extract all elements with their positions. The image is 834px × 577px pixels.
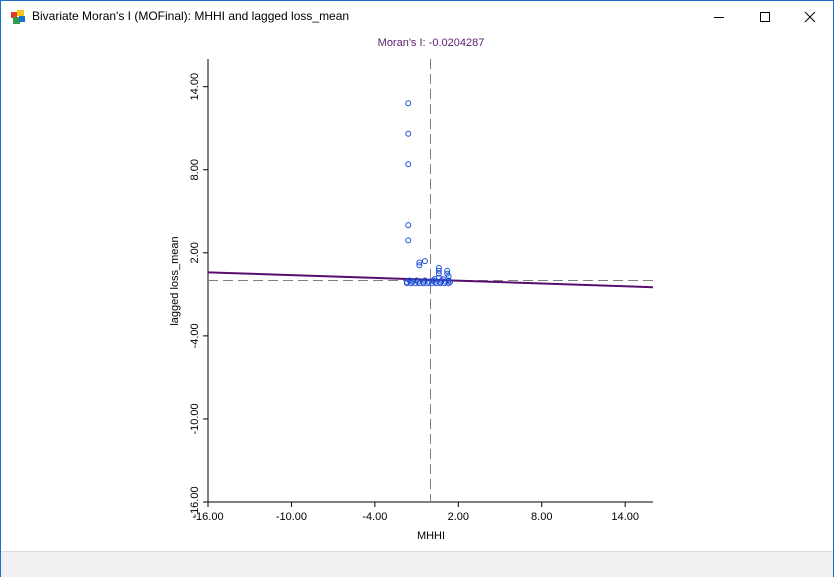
data-point[interactable] xyxy=(435,265,442,272)
minimize-button[interactable] xyxy=(696,1,742,32)
data-point[interactable] xyxy=(440,276,447,283)
y-tick-label: -4.00 xyxy=(189,323,201,348)
data-point[interactable] xyxy=(431,276,438,283)
data-point[interactable] xyxy=(405,161,412,168)
data-point[interactable] xyxy=(430,277,437,284)
morans-i-title: Moran's I: -0.0204287 xyxy=(378,37,485,49)
y-tick-label: 14.00 xyxy=(189,73,201,101)
data-point[interactable] xyxy=(406,277,413,284)
scatter-points[interactable] xyxy=(403,100,453,287)
data-point[interactable] xyxy=(413,277,420,284)
x-tick-label: -10.00 xyxy=(276,511,307,523)
window-title: Bivariate Moran's I (MOFinal): MHHI and … xyxy=(32,9,350,23)
data-point[interactable] xyxy=(445,273,452,280)
data-point[interactable] xyxy=(405,222,412,229)
y-axis-label: lagged loss_mean xyxy=(169,236,181,325)
data-point[interactable] xyxy=(435,270,442,277)
data-point[interactable] xyxy=(405,100,412,107)
data-point[interactable] xyxy=(431,278,438,285)
x-tick-label: 14.00 xyxy=(611,511,639,523)
x-tick-label: -4.00 xyxy=(362,511,387,523)
moran-scatter-chart[interactable]: Moran's I: -0.0204287 -16.00 -10.00 -4.00 2… xyxy=(1,32,833,548)
y-tick-label: -16.00 xyxy=(189,486,201,517)
minimize-icon xyxy=(714,16,724,18)
scatter-plot-area[interactable]: Moran's I: -0.0204287 -16.00 -10.00 -4.00 2… xyxy=(1,32,833,548)
x-tick-label: -16.00 xyxy=(192,511,223,523)
data-point[interactable] xyxy=(414,278,421,285)
data-point[interactable] xyxy=(421,258,428,265)
data-point[interactable] xyxy=(445,277,452,284)
title-bar[interactable]: Bivariate Moran's I (MOFinal): MHHI and … xyxy=(1,1,833,32)
maximize-button[interactable] xyxy=(742,1,788,32)
data-point[interactable] xyxy=(421,277,428,284)
maximize-icon xyxy=(760,11,770,22)
x-tick-label: 8.00 xyxy=(531,511,552,523)
x-tick-label: 2.00 xyxy=(448,511,469,523)
data-point[interactable] xyxy=(446,278,453,285)
data-point[interactable] xyxy=(416,259,423,266)
data-point[interactable] xyxy=(405,237,412,244)
geoda-app-icon xyxy=(11,10,25,24)
x-axis-label: MHHI xyxy=(417,530,445,542)
status-bar xyxy=(1,551,833,577)
close-icon xyxy=(804,11,816,22)
data-point[interactable] xyxy=(435,267,442,274)
y-tick-label: 8.00 xyxy=(189,159,201,180)
data-point[interactable] xyxy=(405,130,412,137)
close-button[interactable] xyxy=(787,1,833,32)
y-tick-label: 2.00 xyxy=(189,242,201,263)
mean-guide-lines xyxy=(208,59,653,502)
y-tick-label: -10.00 xyxy=(189,403,201,434)
chart-axes: -16.00 -10.00 -4.00 2.00 8.00 14.00 -16.00 -10.… xyxy=(189,59,653,523)
data-point[interactable] xyxy=(420,278,427,285)
data-point[interactable] xyxy=(416,262,423,269)
data-point[interactable] xyxy=(444,267,451,274)
